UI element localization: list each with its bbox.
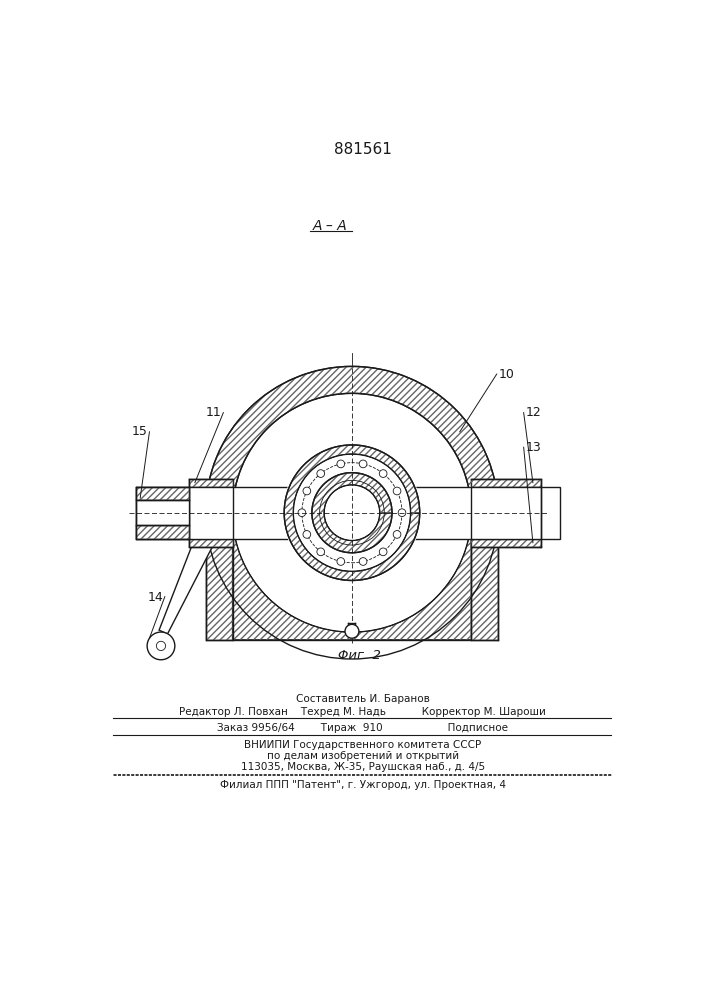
Text: Редактор Л. Повхан    Техред М. Надь           Корректор М. Шароши: Редактор Л. Повхан Техред М. Надь Коррек… [180,707,547,717]
Circle shape [379,548,387,556]
Text: Заказ 9956/64        Тираж  910                    Подписное: Заказ 9956/64 Тираж 910 Подписное [217,723,508,733]
Circle shape [337,460,344,468]
Text: А – А: А – А [313,219,348,233]
Text: 113035, Москва, Ж-35, Раушская наб., д. 4/5: 113035, Москва, Ж-35, Раушская наб., д. … [240,762,485,772]
Polygon shape [206,366,498,513]
Circle shape [303,531,310,538]
Text: по делам изобретений и открытий: по делам изобретений и открытий [267,751,459,761]
Polygon shape [189,539,233,547]
Circle shape [294,455,409,570]
Circle shape [345,624,359,638]
Polygon shape [472,487,541,539]
Circle shape [147,632,175,660]
Text: 881561: 881561 [334,142,392,157]
Circle shape [398,509,406,517]
Polygon shape [209,519,219,540]
Text: 14: 14 [148,591,163,604]
Text: 11: 11 [205,406,221,419]
Polygon shape [189,479,233,487]
Polygon shape [312,473,392,553]
Circle shape [303,487,310,495]
Text: Φиг. 2: Φиг. 2 [338,649,381,662]
Circle shape [317,470,325,477]
Text: 10: 10 [498,368,514,381]
Text: 15: 15 [132,425,148,438]
Circle shape [379,470,387,477]
Circle shape [283,443,421,582]
Polygon shape [189,487,233,539]
Polygon shape [136,525,189,539]
Polygon shape [233,513,472,640]
Circle shape [317,548,325,556]
Circle shape [393,531,401,538]
Text: Составитель И. Баранов: Составитель И. Баранов [296,694,430,704]
Text: Филиал ППП "Патент", г. Ужгород, ул. Проектная, 4: Филиал ППП "Патент", г. Ужгород, ул. Про… [220,780,506,790]
Circle shape [359,460,367,468]
Circle shape [359,558,367,565]
Text: 13: 13 [525,441,541,454]
Polygon shape [284,445,420,580]
Polygon shape [472,513,498,640]
Text: 12: 12 [525,406,541,419]
Circle shape [337,558,344,565]
Circle shape [325,486,379,540]
Circle shape [298,509,305,517]
Circle shape [156,641,165,651]
Polygon shape [206,513,233,640]
Polygon shape [472,479,541,487]
Polygon shape [159,520,221,634]
Polygon shape [136,500,189,525]
Polygon shape [233,513,472,631]
Polygon shape [472,539,541,547]
Circle shape [393,487,401,495]
Text: ВНИИПИ Государственного комитета СССР: ВНИИПИ Государственного комитета СССР [244,740,481,750]
Polygon shape [136,487,189,500]
Polygon shape [136,487,560,539]
